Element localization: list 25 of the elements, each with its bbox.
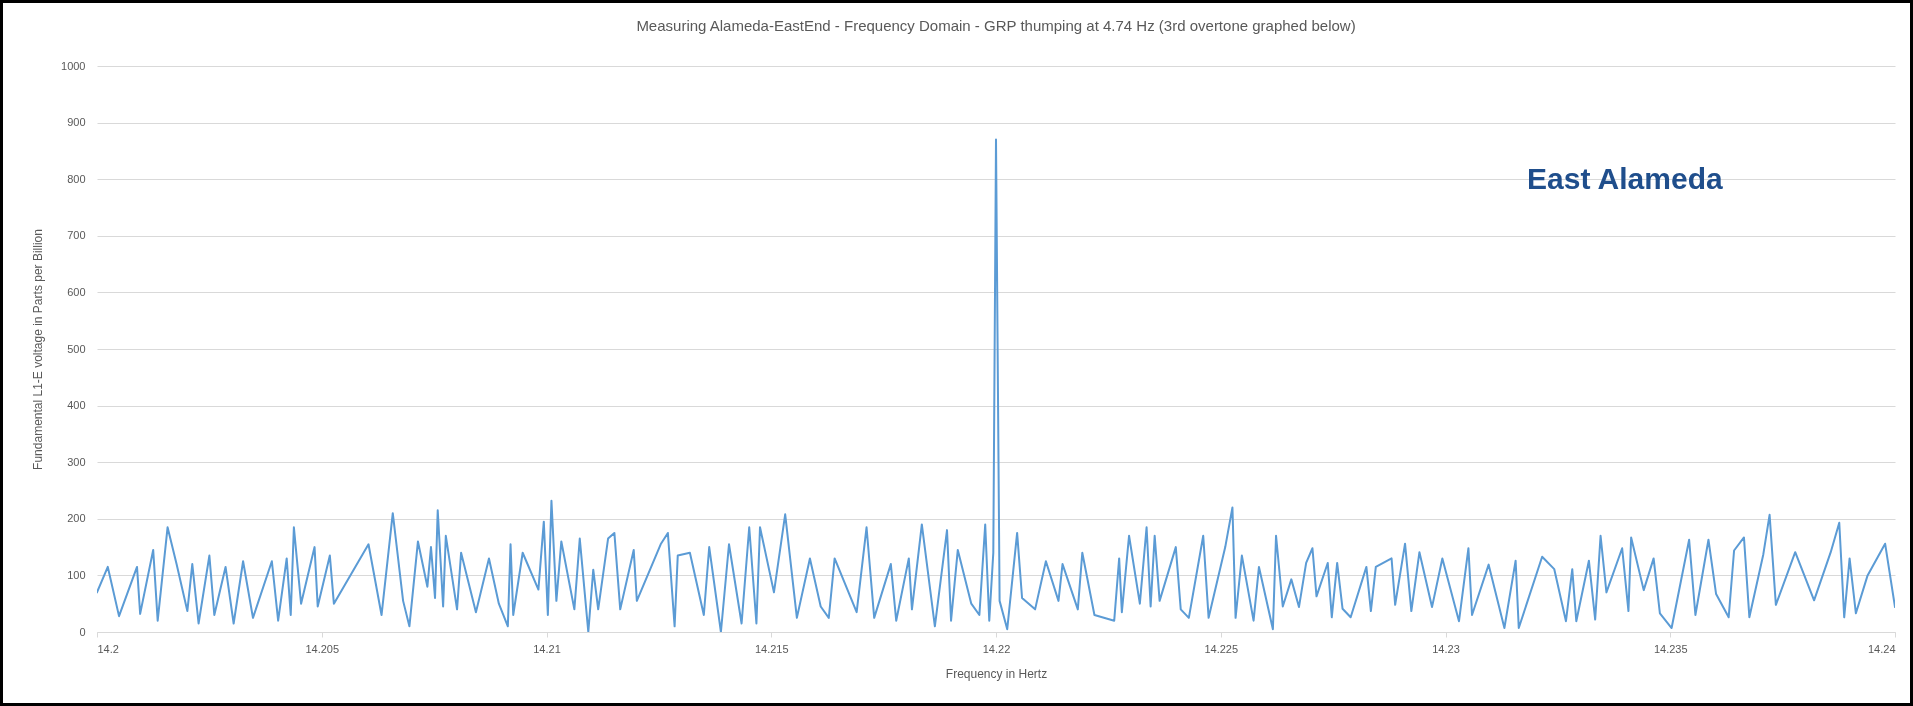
x-tick-label: 14.225 [1204,642,1239,655]
x-tick-label: 14.2 [97,642,119,655]
y-tick-label: 0 [79,625,86,638]
y-tick-label: 900 [67,116,86,129]
x-tick-label: 14.24 [1867,642,1896,655]
x-tick-label: 14.23 [1432,642,1460,655]
x-axis-title: Frequency in Hertz [945,666,1048,681]
y-axis-title: Fundamental L1-E voltage in Parts per Billion [31,229,46,470]
y-tick-label: 400 [67,399,86,412]
y-tick-label: 700 [67,229,86,242]
y-tick-label: 200 [67,512,86,525]
annotation: East Alameda [1527,162,1723,195]
y-tick-label: 500 [67,342,86,355]
y-tick-label: 800 [67,172,86,185]
y-tick-label: 1000 [61,59,86,72]
x-tick-label: 14.235 [1653,642,1688,655]
line-series [97,138,1895,632]
x-tick-label: 14.205 [305,642,340,655]
x-tick-label: 14.215 [754,642,789,655]
chart-title: Measuring Alameda-EastEnd - Frequency Domain - GRP thumping at 4.74 Hz (3rd overtone graphed below) [636,17,1356,34]
x-tick-label: 14.22 [982,642,1011,655]
y-tick-label: 600 [67,285,86,298]
y-tick-label: 100 [67,568,86,581]
y-tick-label: 300 [67,455,86,468]
x-tick-label: 14.21 [533,642,561,655]
